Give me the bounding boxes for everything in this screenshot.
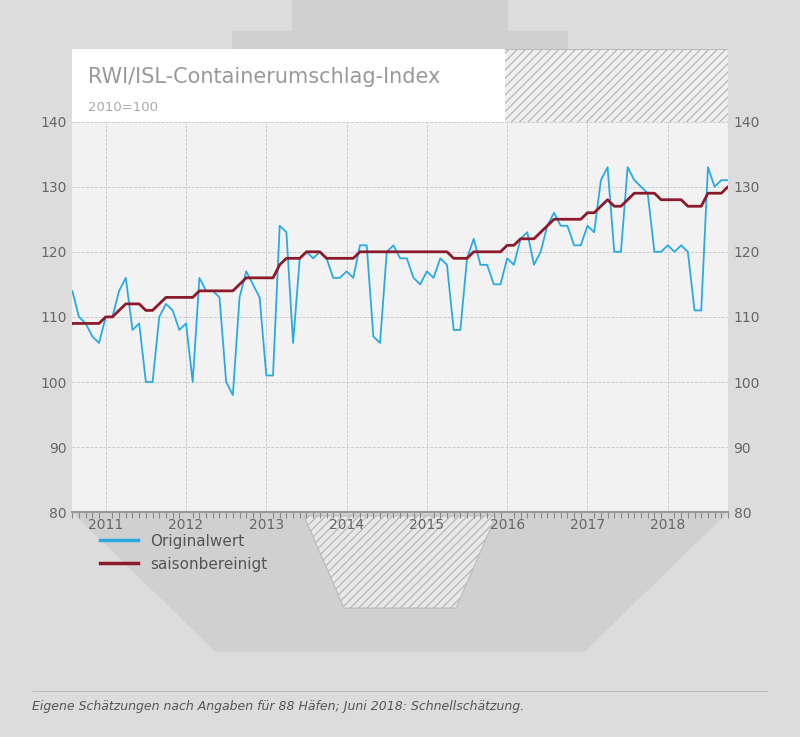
- Text: Eigene Schätzungen nach Angaben für 88 Häfen; Juni 2018: Schnellschätzung.: Eigene Schätzungen nach Angaben für 88 H…: [32, 700, 524, 713]
- Polygon shape: [72, 68, 728, 122]
- Text: RWI/ISL-Containerumschlag-Index: RWI/ISL-Containerumschlag-Index: [89, 68, 441, 88]
- Text: 2010=100: 2010=100: [89, 102, 158, 114]
- Polygon shape: [232, 31, 568, 70]
- Polygon shape: [304, 516, 496, 608]
- Bar: [72, 49, 505, 122]
- Legend: Originalwert, saisonbereinigt: Originalwert, saisonbereinigt: [100, 534, 267, 572]
- Polygon shape: [72, 512, 728, 652]
- Polygon shape: [292, 0, 508, 33]
